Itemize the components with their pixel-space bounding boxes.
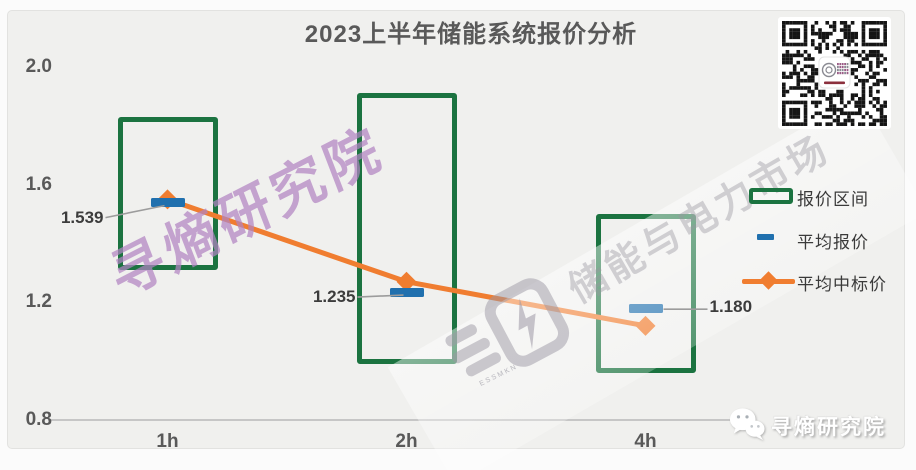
legend-item-range: 报价区间	[797, 190, 869, 209]
x-axis-tick-label: 2h	[395, 431, 418, 452]
x-axis-tick-label: 1h	[156, 431, 179, 452]
wechat-icon	[728, 406, 766, 447]
y-axis-tick-label: 0.8	[25, 409, 52, 430]
range-box	[117, 117, 218, 270]
baseline-axis	[48, 419, 730, 421]
avg-quote-dash	[389, 287, 424, 297]
data-label: 1.539	[60, 207, 104, 227]
legend-item-avg-win: 平均中标价	[797, 275, 887, 294]
legend-item-avg-quote: 平均报价	[797, 233, 869, 252]
data-label: 1.235	[312, 287, 356, 307]
gray-watermark-logo	[432, 264, 585, 409]
range-box	[595, 214, 696, 373]
qr-code	[778, 17, 891, 129]
range-box	[356, 93, 457, 365]
y-axis-tick-label: 1.2	[25, 291, 52, 313]
avg-quote-dash	[150, 198, 185, 208]
data-label: 1.180	[709, 297, 753, 317]
brand-label: 寻熵研究院	[771, 416, 886, 439]
brand-badge: 寻熵研究院	[728, 405, 886, 447]
y-axis-tick-label: 2.0	[25, 55, 52, 77]
avg-quote-dash	[628, 303, 663, 313]
chart-title: 2023上半年储能系统报价分析	[304, 21, 638, 48]
y-axis-tick-label: 1.6	[25, 173, 52, 195]
avg-win-diamond	[635, 315, 656, 336]
x-axis-tick-label: 4h	[634, 431, 657, 452]
avg-win-diamond	[396, 271, 417, 292]
legend-range-box-swatch	[749, 188, 793, 204]
legend-avg-quote-swatch	[757, 234, 774, 240]
